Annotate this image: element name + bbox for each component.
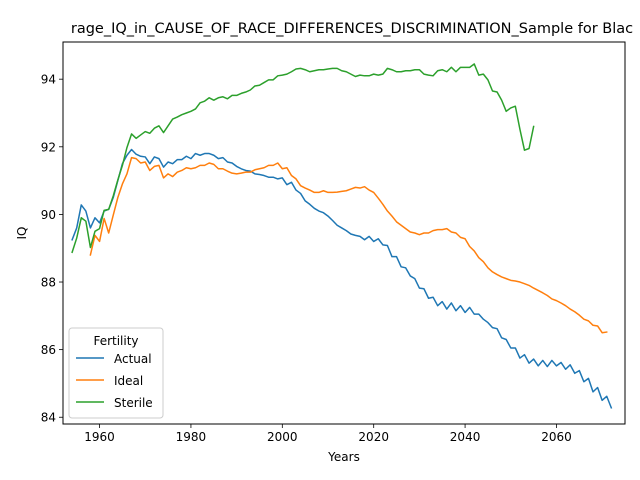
y-tick-label: 92 [41, 140, 56, 154]
x-tick-label: 1980 [176, 430, 207, 444]
legend-label-ideal: Ideal [114, 374, 143, 388]
y-tick-label: 94 [41, 73, 56, 87]
x-tick-label: 2040 [450, 430, 481, 444]
series-line-sterile [71, 63, 535, 254]
y-tick-label: 88 [41, 276, 56, 290]
y-axis: 84 86 88 90 92 94 [41, 73, 63, 425]
chart-title: rage_IQ_in_CAUSE_OF_RACE_DIFFERENCES_DIS… [71, 21, 633, 37]
series-line-ideal [89, 156, 608, 334]
x-tick-label: 2060 [541, 430, 572, 444]
y-tick-label: 84 [41, 411, 56, 425]
plot-frame [62, 41, 626, 425]
legend-box [68, 327, 164, 419]
series-line-actual [71, 148, 613, 409]
y-tick-label: 90 [41, 208, 56, 222]
y-tick-label: 86 [41, 343, 56, 357]
y-axis-label: IQ [15, 227, 29, 240]
x-tick-label: 1960 [84, 430, 115, 444]
x-axis: 1960 1980 2000 2020 2040 2060 [84, 424, 572, 444]
x-axis-label: Years [327, 450, 360, 464]
x-tick-label: 2020 [358, 430, 389, 444]
legend-title: Fertility [93, 334, 138, 348]
legend-label-actual: Actual [114, 352, 152, 366]
legend: Fertility Actual Ideal Sterile [68, 327, 164, 419]
series-layer [71, 63, 613, 409]
x-tick-label: 2000 [267, 430, 298, 444]
legend-label-sterile: Sterile [114, 396, 153, 410]
